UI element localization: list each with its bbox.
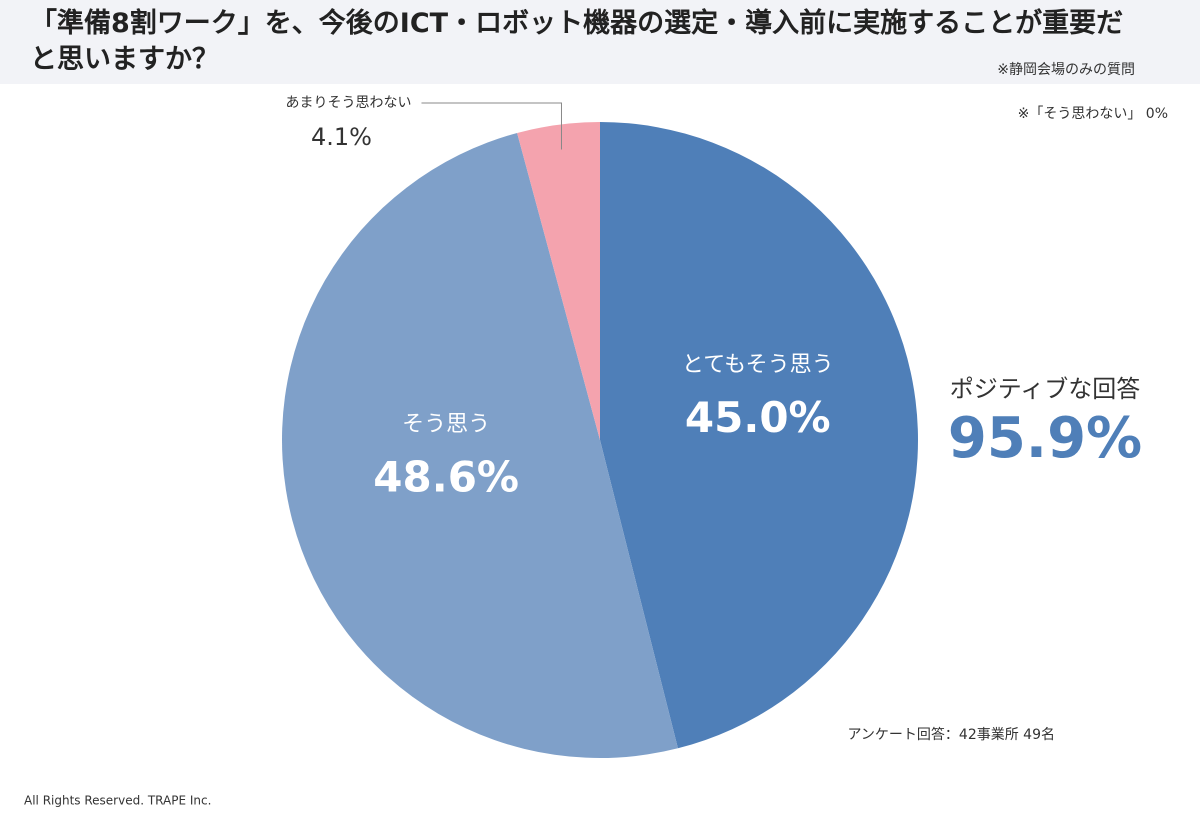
pie-slice (281, 132, 678, 759)
survey-note: アンケート回答：42事業所 49名 (847, 726, 1055, 743)
slice-label: あまりそう思わない (285, 95, 411, 111)
pie-slice (600, 122, 918, 749)
positive-label: ポジティブな回答 (950, 375, 1141, 403)
footer: All Rights Reserved. TRAPE Inc. (24, 794, 211, 808)
chart-title: 「準備8割ワーク」を、今後のICT・ロボット機器の選定・導入前に実施することが重… (30, 8, 1124, 75)
value-label: 4.1% (311, 123, 372, 151)
annotation: ※「そう思わない」 0% (1018, 106, 1168, 122)
value-label: 45.0% (685, 393, 831, 442)
positive-value: 95.9% (948, 406, 1142, 471)
pie-slice (517, 122, 600, 440)
slice-label: とてもそう思う (682, 352, 834, 377)
title-box: 「準備8割ワーク」を、今後のICT・ロボット機器の選定・導入前に実施することが重… (30, 8, 1124, 75)
leader-line (421, 102, 562, 150)
subtitle: ※静岡会場のみの質問 (997, 62, 1135, 78)
title-band (0, 0, 1200, 84)
slice-label: そう思う (402, 412, 490, 437)
value-label: 48.6% (373, 453, 519, 502)
